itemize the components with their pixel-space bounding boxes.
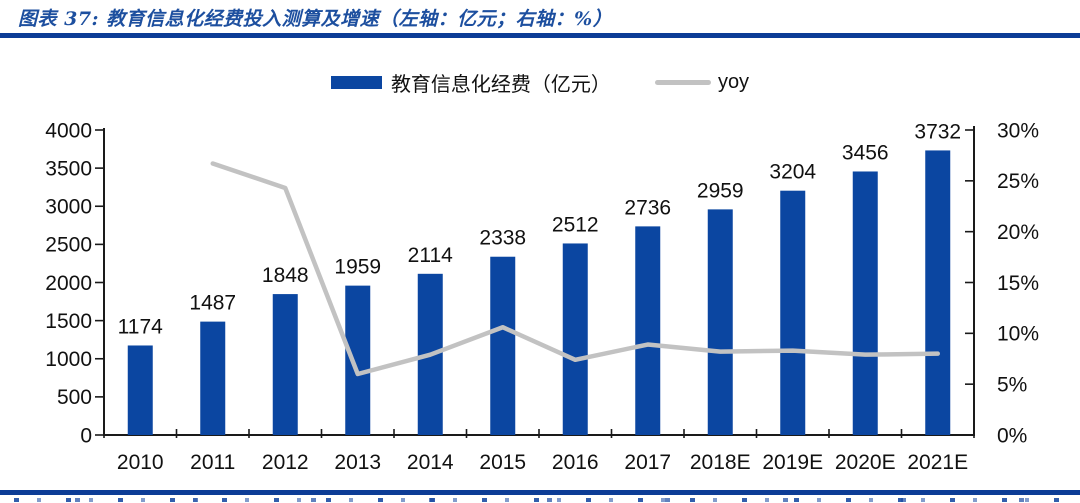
bar-value-2019E: 3204 [769, 161, 816, 184]
right-tick-label: 25% [997, 170, 1039, 193]
left-tick-label: 0 [80, 424, 92, 447]
bar-2012 [272, 294, 298, 435]
bar-value-labels: 1174 1487 1848 1959 2114 2338 2512 2736 2959 3204… [118, 120, 961, 338]
x-label-2014: 2014 [407, 451, 454, 474]
bar-series-swatch [330, 75, 382, 89]
x-label-2013: 2013 [334, 451, 381, 474]
x-label-2016: 2016 [552, 451, 599, 474]
bar-2011 [200, 321, 226, 435]
bar-2013 [345, 285, 371, 435]
bar-2021E [925, 150, 951, 435]
bar-value-2010: 1174 [118, 315, 163, 338]
bar-value-2014: 2114 [408, 244, 453, 267]
left-tick-label: 500 [57, 386, 92, 409]
left-axis-ticks: 0 500 1000 1500 2000 2500 3000 3500 4000 [45, 119, 104, 447]
bar-value-2016: 2512 [552, 213, 599, 236]
bar-value-2011: 1487 [189, 292, 236, 315]
bar-2016 [562, 243, 588, 435]
x-label-2021E: 2021E [907, 451, 968, 474]
left-tick-label: 4000 [45, 119, 92, 142]
bar-value-2020E: 3456 [842, 141, 889, 164]
yoy-polyline [210, 161, 940, 377]
right-tick-label: 0% [997, 424, 1027, 447]
bar-2015 [490, 256, 516, 435]
x-label-2017: 2017 [624, 451, 671, 474]
x-label-2015: 2015 [479, 451, 526, 474]
bar-2017 [635, 226, 661, 435]
left-tick-label: 2500 [45, 234, 92, 257]
bar-2020E [852, 171, 878, 435]
x-label-2012: 2012 [262, 451, 309, 474]
x-label-2010: 2010 [117, 451, 164, 474]
clipped-source-text [14, 498, 1070, 502]
right-axis-ticks: 0% 5% 10% 15% 20% 25% 30% [965, 119, 1039, 447]
x-axis-labels: 2010 2011 2012 2013 2014 2015 2016 2017 2018E 201… [117, 451, 968, 474]
chart-legend: 教育信息化经费（亿元） yoy [0, 69, 1080, 96]
bar-value-2015: 2338 [479, 227, 526, 250]
bar-2018E [707, 209, 733, 435]
x-label-2011: 2011 [190, 451, 235, 474]
title-divider [0, 33, 1080, 38]
left-tick-label: 3000 [45, 196, 92, 219]
bar-line-chart: 0 500 1000 1500 2000 2500 3000 3500 4000 0% 5% 10% 1… [45, 119, 1039, 474]
x-label-2020E: 2020E [835, 451, 896, 474]
left-tick-label: 1000 [45, 348, 92, 371]
yoy-line [210, 161, 940, 377]
bar-value-2021E: 3732 [914, 120, 961, 143]
axes [103, 126, 975, 438]
bar-series-label: 教育信息化经费（亿元） [390, 73, 611, 96]
bar-value-2017: 2736 [624, 196, 671, 219]
line-series-label: yoy [717, 70, 750, 93]
right-tick-label: 20% [997, 221, 1039, 244]
x-label-2018E: 2018E [690, 451, 751, 474]
right-tick-label: 5% [997, 374, 1027, 397]
bar-value-2013: 1959 [334, 256, 381, 279]
bar-2010 [127, 345, 153, 435]
right-tick-label: 10% [997, 323, 1039, 346]
right-tick-label: 30% [997, 119, 1039, 142]
left-tick-label: 1500 [45, 310, 92, 333]
line-series-swatch [654, 79, 711, 85]
left-tick-label: 3500 [45, 157, 92, 180]
right-tick-label: 15% [997, 272, 1039, 295]
bars [127, 150, 951, 435]
bottom-divider [0, 490, 1080, 495]
x-label-2019E: 2019E [762, 451, 823, 474]
bar-value-2018E: 2959 [697, 179, 744, 202]
figure-title: 图表 37: 教育信息化经费投入测算及增速（左轴：亿元；右轴：%） [18, 8, 613, 30]
bar-value-2012: 1848 [262, 264, 309, 287]
left-tick-label: 2000 [45, 272, 92, 295]
bar-2019E [780, 190, 806, 435]
